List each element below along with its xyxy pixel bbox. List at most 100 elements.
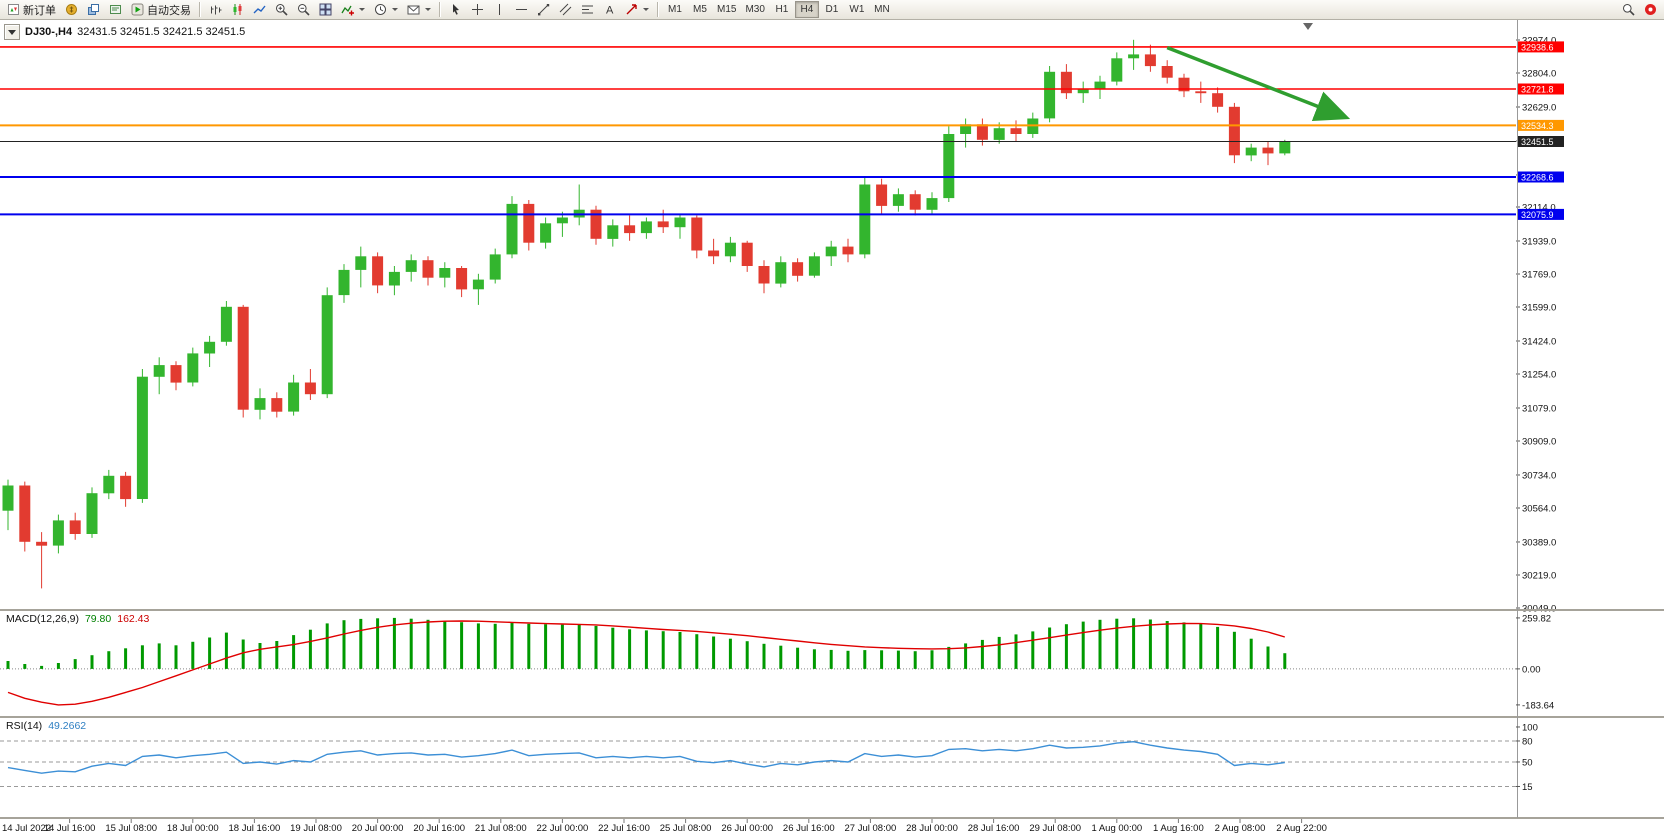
horizontal-line-icon: [515, 3, 528, 16]
crosshair-icon: [471, 3, 484, 16]
price-tag-label: 32268.6: [1521, 173, 1554, 183]
candle-body: [153, 365, 165, 377]
trend-arrow-object[interactable]: [1166, 45, 1351, 121]
svg-text:32629.0: 32629.0: [1522, 102, 1556, 113]
ohlc-values: 32431.5 32451.5 32421.5 32451.5: [77, 26, 246, 38]
timeframe-m30-button[interactable]: M30: [741, 1, 768, 18]
candle-body: [372, 256, 384, 286]
horizontal-line-button[interactable]: [511, 1, 532, 18]
svg-text:26 Jul 00:00: 26 Jul 00:00: [721, 823, 773, 834]
new-order-button[interactable]: 新订单: [3, 1, 60, 18]
crosshair-button[interactable]: [467, 1, 488, 18]
market-watch-button[interactable]: [61, 1, 82, 18]
candle-body: [825, 246, 837, 257]
templates-button[interactable]: [403, 1, 435, 18]
profiles-button[interactable]: [83, 1, 104, 18]
svg-text:2 Aug 22:00: 2 Aug 22:00: [1276, 823, 1327, 834]
vertical-line-icon: [493, 3, 506, 16]
price-tag: [1517, 208, 1564, 220]
periods-button[interactable]: [370, 1, 402, 18]
candlestick-chart-button[interactable]: [227, 1, 248, 18]
autotrade-label: 自动交易: [147, 4, 191, 17]
arrows-caret-icon: [643, 8, 649, 11]
candle-body: [506, 203, 518, 255]
zoom-out-button[interactable]: [293, 1, 314, 18]
price-tag: [1517, 41, 1564, 53]
timeframe-mn-button[interactable]: MN: [870, 1, 894, 18]
candle-body: [120, 475, 132, 500]
autotrade-button[interactable]: 自动交易: [127, 1, 195, 18]
candle-body: [1178, 77, 1190, 92]
price-tag: [1517, 136, 1564, 147]
notification-icon: [1644, 3, 1657, 16]
timeframe-d1-button[interactable]: D1: [820, 1, 844, 18]
indicators-button[interactable]: [337, 1, 369, 18]
vertical-line-button[interactable]: [489, 1, 510, 18]
candle-body: [607, 225, 619, 239]
candle-body: [52, 520, 64, 546]
toolbar-separator: [439, 2, 441, 17]
candle-body: [288, 382, 300, 412]
candle-body: [237, 306, 249, 410]
rsi-value: 49.2662: [48, 720, 87, 732]
svg-text:100: 100: [1522, 722, 1538, 733]
svg-text:50: 50: [1522, 757, 1533, 768]
one-click-trading-toggle[interactable]: [4, 24, 20, 40]
trendline-button[interactable]: [533, 1, 554, 18]
candle-body: [976, 124, 988, 140]
candle-body: [1128, 54, 1140, 59]
tile-windows-icon: [319, 3, 332, 16]
line-chart-button[interactable]: [249, 1, 270, 18]
candle-body: [103, 475, 115, 494]
candle-body: [1144, 54, 1156, 67]
svg-text:30909.0: 30909.0: [1522, 436, 1556, 447]
timeframe-m1-button[interactable]: M1: [663, 1, 687, 18]
svg-text:22 Jul 00:00: 22 Jul 00:00: [537, 823, 589, 834]
price-axis[interactable]: 32974.032804.032629.032454.032279.032114…: [1516, 36, 1556, 615]
cursor-icon: [449, 3, 462, 16]
candle-body: [624, 225, 636, 234]
timeframe-h1-button[interactable]: H1: [770, 1, 794, 18]
candle-body: [1094, 81, 1106, 90]
new-order-label: 新订单: [23, 4, 56, 17]
candle-body: [556, 217, 568, 224]
svg-text:19 Jul 08:00: 19 Jul 08:00: [290, 823, 342, 834]
timeframe-w1-button[interactable]: W1: [845, 1, 869, 18]
notification-button[interactable]: [1640, 1, 1661, 18]
timeframe-h4-button[interactable]: H4: [794, 1, 819, 18]
macd-signal-value: 162.43: [117, 613, 150, 625]
fibonacci-button[interactable]: [577, 1, 598, 18]
search-button[interactable]: [1618, 1, 1639, 18]
timeframe-m5-button[interactable]: M5: [688, 1, 712, 18]
zoom-in-icon: [275, 3, 288, 16]
tile-windows-button[interactable]: [315, 1, 336, 18]
chart-shift-marker-icon[interactable]: [1303, 23, 1313, 30]
candlestick-chart-icon: [231, 3, 244, 16]
timeframe-m15-button[interactable]: M15: [713, 1, 740, 18]
candles: [2, 39, 1291, 589]
candle-body: [1077, 89, 1089, 94]
candle-body: [993, 128, 1005, 140]
candle-body: [1228, 106, 1240, 156]
macd-pane: 259.82 0.00 -183.64: [0, 613, 1554, 711]
text-button[interactable]: A: [599, 1, 620, 18]
candle-body: [254, 398, 266, 410]
svg-text:27 Jul 08:00: 27 Jul 08:00: [845, 823, 897, 834]
equidistant-channel-button[interactable]: [555, 1, 576, 18]
arrows-button[interactable]: [621, 1, 653, 18]
price-tag-label: 32534.3: [1521, 121, 1554, 131]
bar-chart-button[interactable]: [205, 1, 226, 18]
svg-text:18 Jul 00:00: 18 Jul 00:00: [167, 823, 219, 834]
candle-body: [422, 260, 434, 278]
zoom-in-button[interactable]: [271, 1, 292, 18]
terminal-button[interactable]: [105, 1, 126, 18]
price-tag: [1517, 171, 1564, 183]
candle-body: [1195, 91, 1207, 94]
candle-body: [1060, 71, 1072, 94]
cursor-button[interactable]: [445, 1, 466, 18]
svg-text:29 Jul 08:00: 29 Jul 08:00: [1029, 823, 1081, 834]
price-tag-label: 32451.5: [1521, 137, 1554, 147]
